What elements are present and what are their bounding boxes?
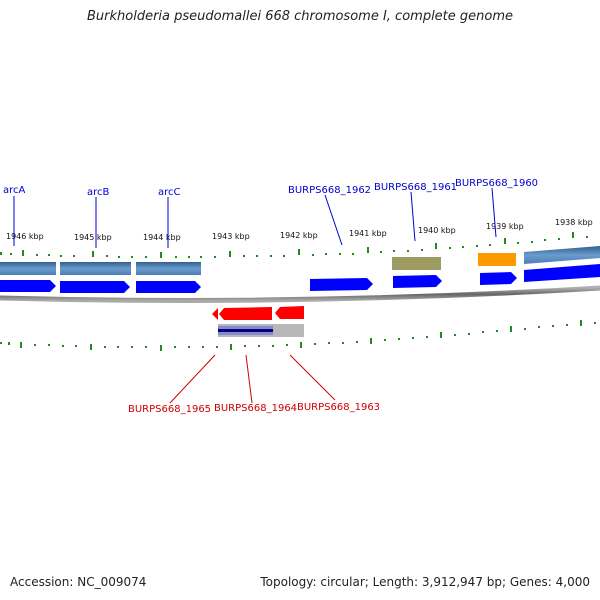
gene-arcB[interactable]	[60, 262, 131, 275]
gene-label-BURPS668_1963[interactable]: BURPS668_1963	[297, 402, 380, 413]
accession-text: Accession: NC_009074	[10, 575, 147, 589]
forward-gene-track	[0, 246, 600, 275]
cds-BURPS668_1963[interactable]	[275, 306, 304, 319]
feature-olive[interactable]	[392, 257, 441, 270]
tick-labels: 1946 kbp 1945 kbp 1944 kbp 1943 kbp 1942…	[6, 218, 593, 242]
tick-label: 1942 kbp	[280, 231, 318, 240]
gene-region-navy[interactable]	[218, 329, 273, 332]
gene-arcA[interactable]	[0, 262, 56, 275]
gene-label-arcC[interactable]: arcC	[158, 187, 181, 198]
gene-label-BURPS668_1965[interactable]: BURPS668_1965	[128, 404, 211, 415]
bottom-label-lines	[169, 354, 336, 404]
tick-label: 1945 kbp	[74, 233, 112, 242]
tick-label: 1946 kbp	[6, 232, 44, 241]
reverse-gene-track	[218, 324, 304, 337]
gene-label-arcA[interactable]: arcA	[3, 185, 26, 196]
cds-arcB[interactable]	[60, 281, 130, 293]
gene-label-arcB[interactable]: arcB	[87, 187, 110, 198]
cds-BURPS668_1964[interactable]	[219, 307, 272, 320]
cds-BURPS668_1965[interactable]	[212, 308, 218, 320]
feature-orange[interactable]	[478, 253, 516, 266]
top-label-lines	[13, 187, 497, 248]
lower-tick-track	[0, 320, 596, 351]
top-gene-labels: arcA arcB arcC BURPS668_1962 BURPS668_19…	[3, 178, 538, 198]
map-title: Burkholderia pseudomallei 668 chromosome…	[86, 9, 514, 24]
gene-arcC[interactable]	[136, 262, 201, 275]
tick-label: 1943 kbp	[212, 232, 250, 241]
gene-BURPS668_1960-region[interactable]	[524, 246, 600, 264]
tick-label: 1944 kbp	[143, 233, 181, 242]
tick-label: 1940 kbp	[418, 226, 456, 235]
cds-BURPS668_1962[interactable]	[310, 278, 373, 291]
forward-cds-track	[0, 264, 600, 293]
gene-label-BURPS668_1962[interactable]: BURPS668_1962	[288, 185, 371, 196]
bottom-gene-labels: BURPS668_1965 BURPS668_1964 BURPS668_196…	[128, 402, 380, 415]
reverse-cds-track	[212, 306, 304, 320]
tick-label: 1938 kbp	[555, 218, 593, 227]
genome-stats-text: Topology: circular; Length: 3,912,947 bp…	[260, 575, 590, 589]
cds-arcA[interactable]	[0, 280, 56, 292]
cds-BURPS668_1961[interactable]	[393, 275, 442, 288]
cds-arcC[interactable]	[136, 281, 201, 293]
gene-label-BURPS668_1964[interactable]: BURPS668_1964	[214, 403, 297, 414]
upper-tick-track	[0, 232, 588, 258]
cds-right-edge[interactable]	[524, 264, 600, 282]
tick-label: 1941 kbp	[349, 229, 387, 238]
tick-label: 1939 kbp	[486, 222, 524, 231]
gene-label-BURPS668_1961[interactable]: BURPS668_1961	[374, 182, 457, 193]
gene-label-BURPS668_1960[interactable]: BURPS668_1960	[455, 178, 538, 189]
cds-BURPS668_1960[interactable]	[480, 272, 517, 285]
chromosome-backbone	[0, 285, 600, 303]
